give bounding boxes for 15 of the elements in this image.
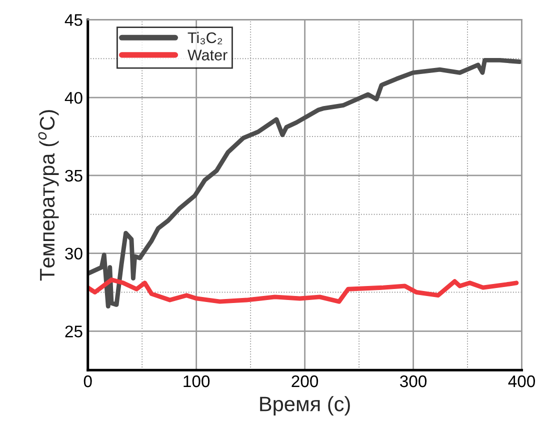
x-tick-label: 300 (400, 375, 427, 388)
y-tick-label: 45 (64, 14, 82, 26)
x-tick-label: 400 (508, 375, 536, 388)
y-axis-title: Температура ($^{o}$C) (38, 110, 59, 281)
y-tick-label: 30 (65, 248, 82, 260)
x-tick-label: 100 (184, 375, 210, 388)
x-tick-label: 0 (84, 375, 92, 388)
legend-label: Water (188, 50, 228, 60)
y-tick-label: 40 (64, 92, 82, 104)
y-tick-label: 25 (65, 326, 82, 338)
line-series (88, 278, 519, 304)
y-tick-label: 35 (65, 170, 82, 182)
legend-label: Ti₃C₂ (188, 32, 222, 44)
x-tick-label: 200 (292, 375, 318, 388)
x-axis-title: Время (с) (260, 396, 350, 416)
